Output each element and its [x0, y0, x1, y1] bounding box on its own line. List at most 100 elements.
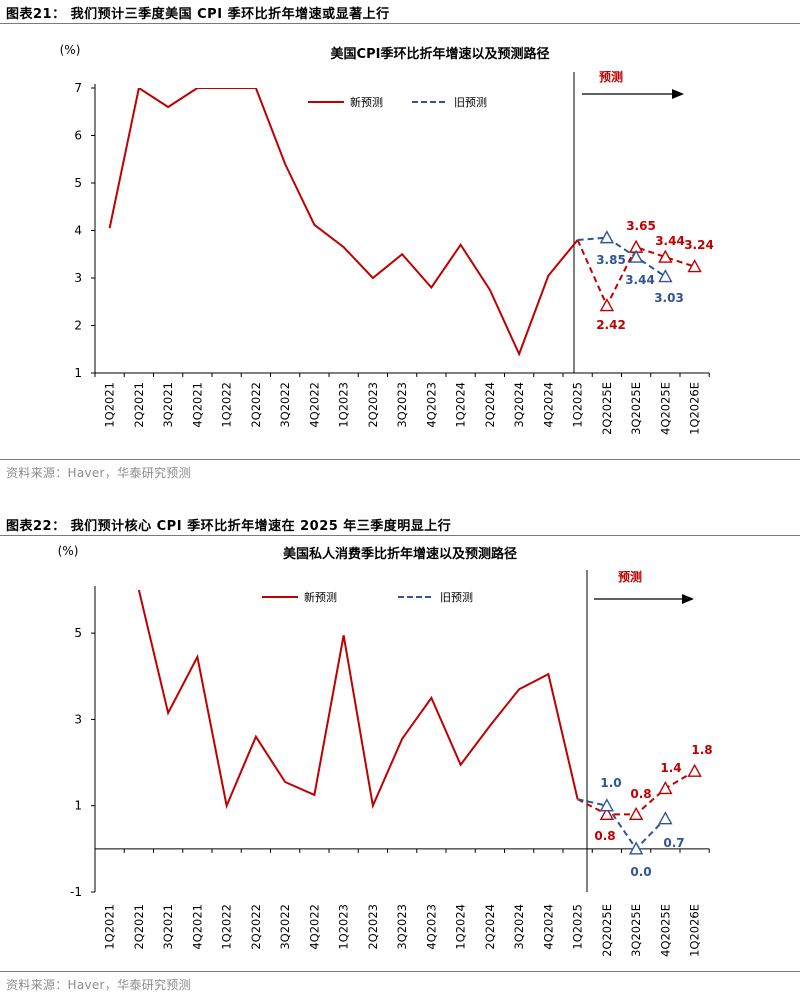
cpi-new-label-4q2025: 3.44 [655, 234, 685, 248]
pce-old-forecast-line [577, 798, 667, 851]
cpi-new-marker [658, 249, 673, 263]
cpi-x-tick-label: 2Q2023 [366, 382, 380, 428]
cpi-new-label-1q2026: 3.24 [684, 238, 714, 252]
pce-x-tick-label: 4Q2023 [424, 904, 438, 950]
cpi-old-label-4q2025: 3.03 [654, 291, 684, 305]
pce-forecast-marker: 预测 [594, 569, 694, 604]
cpi-old-marker [658, 269, 673, 283]
cpi-x-tick-label: 3Q2023 [395, 382, 409, 428]
pce-new-marker [628, 806, 644, 821]
cpi-x-tick-label: 2Q2025E [600, 382, 614, 435]
pce-x-axis-ticks: 1Q2021 2Q2021 3Q2021 4Q2021 1Q2022 2Q2022 3Q20… [94, 848, 710, 957]
cpi-x-tick-label: 4Q2024 [541, 382, 555, 428]
pce-new-label-1q2026: 1.8 [691, 743, 712, 757]
pce-old-label-3q2025: 0.0 [630, 865, 651, 879]
cpi-x-tick-label: 4Q2023 [424, 382, 438, 428]
pce-y-tick-label: -1 [70, 885, 82, 899]
pce-new-marker [658, 780, 673, 795]
figure-21-header-rule [0, 23, 800, 24]
pce-x-tick-label: 1Q2024 [454, 904, 468, 950]
pce-new-marker [687, 763, 702, 777]
pce-legend-old-label: 旧预测 [440, 591, 473, 604]
cpi-x-axis-ticks: 1Q2021 2Q2021 3Q2021 4Q2021 1Q2022 2Q2022 3Q20… [94, 372, 710, 435]
figure-21-source: 资料来源：Haver，华泰研究预测 [0, 459, 800, 481]
pce-y-unit: (%) [58, 544, 79, 558]
cpi-x-tick-label: 1Q2021 [103, 382, 117, 428]
pce-legend: 新预测 旧预测 [262, 590, 473, 604]
cpi-y-unit: (%) [60, 43, 81, 57]
pce-x-tick-label: 1Q2025 [571, 904, 585, 950]
pce-x-tick-label: 2Q2021 [132, 904, 146, 950]
pce-forecast-arrow-head [682, 594, 694, 604]
pce-forecast-label: 预测 [618, 569, 642, 584]
cpi-x-tick-label: 3Q2022 [278, 382, 292, 428]
cpi-x-tick-label: 2Q2021 [132, 382, 146, 428]
pce-y-tick-label: 5 [74, 626, 82, 640]
pce-x-tick-label: 2Q2022 [249, 904, 263, 950]
cpi-y-tick-label: 5 [74, 176, 82, 190]
cpi-y-tick-label: 6 [74, 129, 82, 143]
cpi-x-tick-label: 3Q2021 [161, 382, 175, 428]
pce-actual-line [137, 590, 579, 810]
cpi-new-label-2q2025: 2.42 [596, 318, 626, 332]
cpi-y-tick-label: 1 [74, 366, 82, 380]
pce-x-tick-label: 3Q2022 [278, 904, 292, 950]
cpi-value-labels: 3.85 3.44 3.03 3.65 2.42 3.44 3.24 [596, 219, 714, 332]
cpi-actual-line [108, 88, 579, 357]
pce-old-marker [658, 811, 673, 825]
pce-series [137, 570, 702, 892]
cpi-x-tick-label: 4Q2021 [190, 382, 204, 428]
figure-21-source-rule [0, 459, 800, 460]
pce-x-tick-label: 2Q2025E [600, 904, 614, 957]
cpi-chart-title: 美国CPI季环比折年增速以及预测路径 [331, 46, 550, 62]
pce-x-tick-label: 1Q2021 [103, 904, 117, 950]
cpi-old-label-2q2025: 3.85 [596, 253, 626, 267]
figure-21-source-text: 资料来源：Haver，华泰研究预测 [6, 466, 191, 480]
pce-chart: 美国私人消费季比折年增速以及预测路径 (%) -1 1 3 5 1Q2021 2Q202… [58, 544, 713, 957]
pce-x-tick-label: 4Q2025E [658, 904, 672, 957]
pce-x-tick-label: 4Q2022 [307, 904, 321, 950]
pce-x-tick-label: 1Q2022 [220, 904, 234, 950]
cpi-y-tick-label: 4 [74, 224, 82, 238]
pce-x-tick-label: 1Q2026E [688, 904, 702, 957]
pce-x-tick-label: 1Q2023 [337, 904, 351, 950]
pce-new-marker [599, 806, 615, 821]
cpi-x-tick-label: 1Q2024 [454, 382, 468, 428]
cpi-chart: 美国CPI季环比折年增速以及预测路径 (%) 1 2 3 4 5 6 7 1Q2021 2Q2… [60, 43, 714, 435]
cpi-legend-new-label: 新预测 [350, 95, 383, 109]
cpi-y-axis-ticks: 1 2 3 4 5 6 7 [74, 81, 96, 380]
cpi-x-tick-label: 4Q2022 [307, 382, 321, 428]
cpi-forecast-arrow-head [672, 89, 684, 99]
figure-22-source-text: 资料来源：Haver，华泰研究预测 [6, 978, 191, 992]
cpi-series [108, 72, 702, 373]
pce-x-tick-label: 3Q2024 [512, 904, 526, 950]
cpi-forecast-marker: 预测 [582, 69, 684, 99]
pce-x-tick-label: 3Q2023 [395, 904, 409, 950]
cpi-x-tick-label: 1Q2022 [220, 382, 234, 428]
pce-old-marker [599, 798, 615, 812]
cpi-old-forecast-line [577, 236, 666, 278]
figure-22-header: 图表22： 我们预计核心 CPI 季环比折年增速在 2025 年三季度明显上行 [0, 512, 800, 536]
cpi-old-label-3q2025: 3.44 [625, 273, 655, 287]
cpi-x-tick-label: 2Q2022 [249, 382, 263, 428]
figure-22-source: 资料来源：Haver，华泰研究预测 [0, 971, 800, 993]
figure-22-source-rule [0, 971, 800, 972]
cpi-x-tick-label: 1Q2026E [688, 382, 702, 435]
cpi-old-marker [628, 249, 644, 263]
cpi-x-tick-label: 3Q2024 [512, 382, 526, 428]
cpi-x-tick-label: 3Q2025E [629, 382, 643, 435]
cpi-legend-old-label: 旧预测 [454, 96, 487, 109]
cpi-legend: 新预测 旧预测 [308, 95, 487, 109]
cpi-x-tick-label: 1Q2023 [337, 382, 351, 428]
pce-x-tick-label: 2Q2024 [483, 904, 497, 950]
pce-x-tick-label: 2Q2023 [366, 904, 380, 950]
pce-old-label-2q2025: 1.0 [600, 776, 621, 790]
cpi-new-marker [599, 298, 615, 312]
cpi-new-marker [687, 259, 702, 273]
cpi-y-tick-label: 2 [74, 319, 82, 333]
pce-x-tick-label: 3Q2021 [161, 904, 175, 950]
cpi-x-tick-label: 4Q2025E [658, 382, 672, 435]
pce-y-axis-ticks: -1 1 3 5 [70, 586, 96, 899]
pce-old-marker [628, 841, 644, 855]
pce-chart-title: 美国私人消费季比折年增速以及预测路径 [283, 546, 517, 562]
